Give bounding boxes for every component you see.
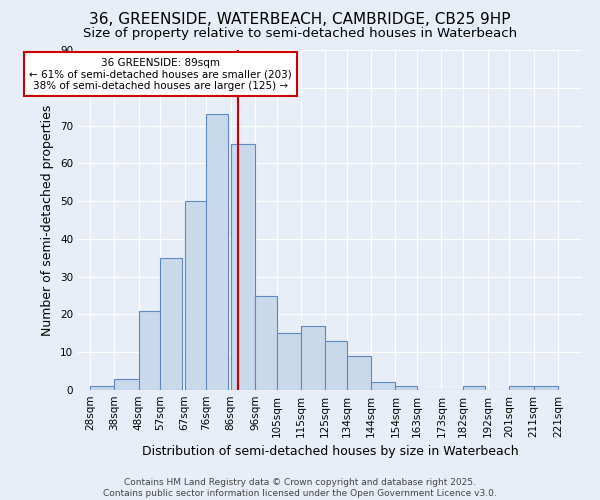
Bar <box>185 201 209 390</box>
Text: Size of property relative to semi-detached houses in Waterbeach: Size of property relative to semi-detach… <box>83 28 517 40</box>
X-axis label: Distribution of semi-detached houses by size in Waterbeach: Distribution of semi-detached houses by … <box>142 446 518 458</box>
Bar <box>230 144 255 390</box>
Text: Contains HM Land Registry data © Crown copyright and database right 2025.
Contai: Contains HM Land Registry data © Crown c… <box>103 478 497 498</box>
Text: 36, GREENSIDE, WATERBEACH, CAMBRIDGE, CB25 9HP: 36, GREENSIDE, WATERBEACH, CAMBRIDGE, CB… <box>89 12 511 28</box>
Bar <box>463 386 485 390</box>
Bar <box>395 386 417 390</box>
Bar <box>325 341 347 390</box>
Bar <box>509 386 533 390</box>
Bar <box>347 356 371 390</box>
Bar <box>533 386 558 390</box>
Bar <box>160 258 182 390</box>
Bar <box>255 296 277 390</box>
Bar <box>277 334 301 390</box>
Text: 36 GREENSIDE: 89sqm
← 61% of semi-detached houses are smaller (203)
38% of semi-: 36 GREENSIDE: 89sqm ← 61% of semi-detach… <box>29 58 292 91</box>
Bar <box>139 310 163 390</box>
Bar <box>301 326 325 390</box>
Bar <box>206 114 228 390</box>
Bar <box>115 378 139 390</box>
Bar <box>371 382 395 390</box>
Y-axis label: Number of semi-detached properties: Number of semi-detached properties <box>41 104 55 336</box>
Bar <box>90 386 115 390</box>
